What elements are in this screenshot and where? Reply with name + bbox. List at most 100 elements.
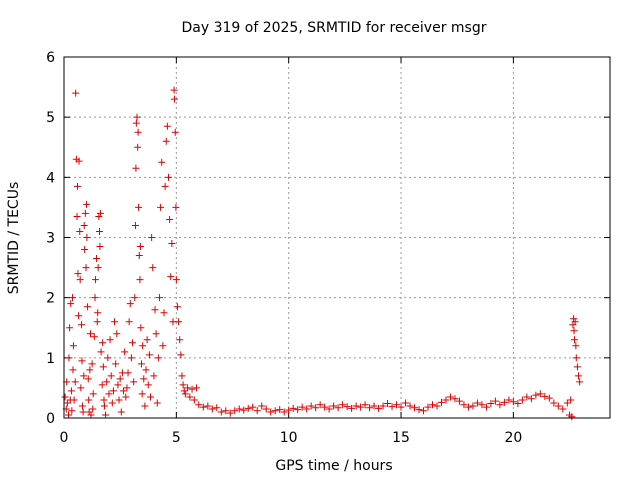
- data-point: [160, 309, 168, 317]
- data-point: [93, 318, 101, 326]
- data-point: [505, 396, 513, 404]
- data-point: [138, 390, 146, 398]
- y-tick-label: 1: [46, 351, 55, 367]
- data-point: [406, 402, 414, 410]
- data-point: [112, 360, 120, 368]
- y-tick-label: 2: [46, 291, 55, 307]
- data-point: [455, 397, 463, 405]
- data-point: [137, 324, 145, 332]
- data-point: [175, 318, 183, 326]
- data-point: [149, 264, 157, 272]
- data-point: [100, 396, 108, 404]
- chart-title: Day 319 of 2025, SRMTID for receiver msg…: [182, 20, 487, 36]
- data-point: [139, 342, 147, 350]
- data-point: [142, 366, 150, 374]
- data-point: [285, 406, 293, 414]
- data-point: [213, 404, 221, 412]
- data-point: [113, 330, 121, 338]
- data-point: [115, 396, 123, 404]
- data-point: [100, 402, 108, 410]
- data-point: [172, 203, 180, 211]
- data-point: [527, 395, 535, 403]
- plot-frame: [63, 56, 611, 419]
- data-point: [563, 399, 571, 407]
- y-tick-label: 3: [46, 231, 55, 247]
- data-point: [129, 339, 137, 347]
- data-point: [126, 300, 134, 308]
- data-point: [75, 312, 83, 320]
- data-point: [424, 403, 432, 411]
- data-point: [94, 309, 102, 317]
- data-point: [71, 378, 79, 386]
- data-point: [157, 203, 165, 211]
- data-point: [99, 339, 107, 347]
- data-point: [155, 294, 163, 302]
- data-point: [190, 396, 198, 404]
- data-point: [68, 407, 76, 415]
- data-point: [99, 363, 107, 371]
- data-point: [509, 398, 517, 406]
- data-point: [289, 404, 297, 412]
- data-point: [125, 318, 133, 326]
- x-tick-label: 5: [172, 430, 181, 446]
- data-point: [222, 407, 230, 415]
- data-point: [375, 404, 383, 412]
- grid-lines: [64, 57, 610, 418]
- data-point: [208, 405, 216, 413]
- data-point: [79, 408, 87, 416]
- data-point: [576, 378, 584, 386]
- data-point: [366, 404, 374, 412]
- data-point: [91, 276, 99, 284]
- data-point: [168, 240, 176, 248]
- data-point: [87, 330, 95, 338]
- data-point: [81, 246, 89, 254]
- data-point: [132, 164, 140, 172]
- data-point: [415, 406, 423, 414]
- data-point: [132, 119, 140, 127]
- data-point: [249, 403, 257, 411]
- data-point: [568, 413, 576, 421]
- x-tick-label: 15: [392, 430, 410, 446]
- data-point: [120, 387, 128, 395]
- data-point: [80, 221, 88, 229]
- data-point: [460, 401, 468, 409]
- data-point: [130, 378, 138, 386]
- data-point: [67, 387, 75, 395]
- data-point: [131, 221, 139, 229]
- data-point: [73, 182, 81, 190]
- data-point: [384, 400, 392, 408]
- data-point: [428, 401, 436, 409]
- data-point: [83, 234, 91, 241]
- data-point: [204, 402, 212, 410]
- data-point: [65, 354, 73, 362]
- data-point: [90, 333, 98, 341]
- data-point: [298, 403, 306, 411]
- data-point: [61, 393, 69, 401]
- data-point: [69, 294, 77, 302]
- data-point: [121, 348, 129, 356]
- data-point: [154, 354, 162, 362]
- data-point: [307, 402, 315, 410]
- data-point: [106, 336, 114, 344]
- data-point: [188, 385, 196, 393]
- data-point: [89, 405, 97, 413]
- data-point: [280, 408, 288, 416]
- data-point: [167, 273, 175, 281]
- data-point: [87, 411, 95, 419]
- data-point: [451, 395, 459, 403]
- data-point: [370, 402, 378, 410]
- data-point: [67, 300, 75, 308]
- data-point: [124, 369, 132, 377]
- data-point: [179, 381, 187, 389]
- data-point: [159, 342, 167, 350]
- data-point: [491, 397, 499, 405]
- data-point: [143, 336, 151, 344]
- data-point: [217, 408, 225, 416]
- data-point: [117, 408, 125, 416]
- data-point: [420, 407, 428, 415]
- data-point: [135, 252, 143, 260]
- data-point: [64, 411, 72, 419]
- data-point: [82, 200, 90, 208]
- data-point: [77, 384, 85, 392]
- data-point: [379, 402, 387, 410]
